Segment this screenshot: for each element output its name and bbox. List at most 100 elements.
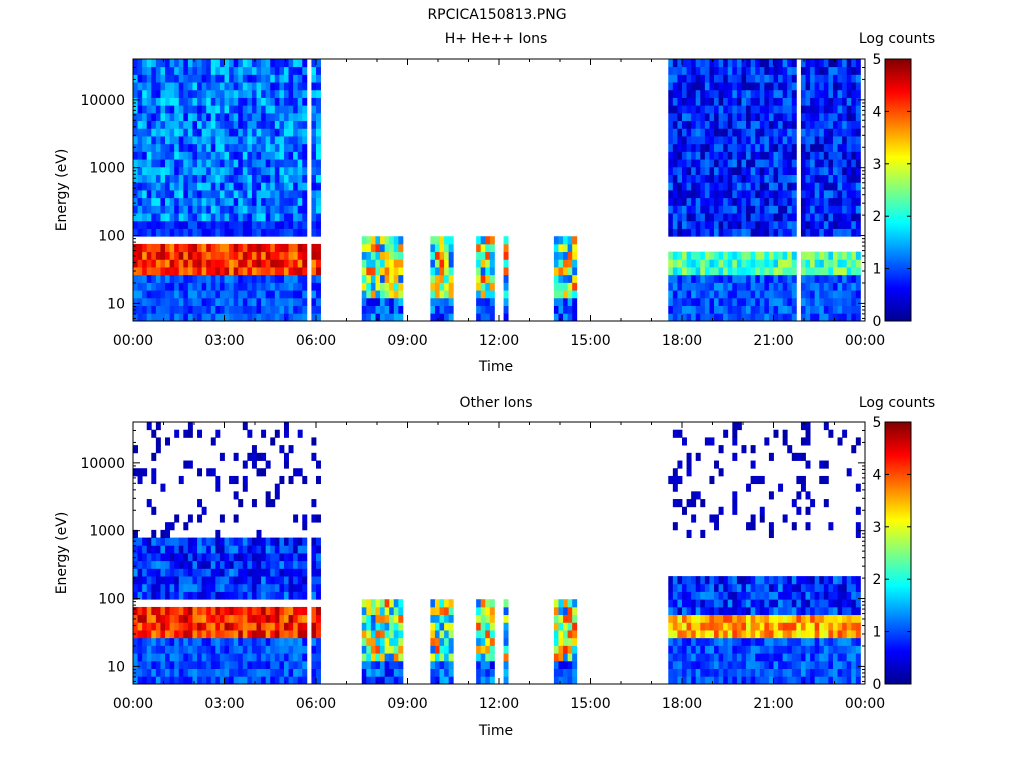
spectrogram-cell — [810, 599, 816, 608]
spectrogram-cell — [169, 190, 175, 199]
spectrogram-cell — [686, 105, 692, 114]
spectrogram-cell — [489, 622, 495, 631]
spectrogram-cell — [142, 105, 148, 114]
spectrogram-cell — [146, 89, 152, 98]
spectrogram-cell — [704, 606, 710, 616]
spectrogram-cell — [714, 313, 719, 322]
spectrogram-cell — [293, 568, 299, 577]
spectrogram-cell — [805, 606, 811, 616]
spectrogram-cell — [727, 182, 733, 191]
spectrogram-cell — [750, 89, 756, 98]
spectrogram-cell — [823, 313, 829, 322]
spectrogram-cell — [736, 259, 742, 268]
spectrogram-cell — [759, 313, 765, 322]
spectrogram-cell — [704, 228, 710, 237]
spectrogram-cell — [160, 128, 166, 137]
spectrogram-cell — [759, 514, 765, 523]
spectrogram-cell — [165, 166, 170, 175]
spectrogram-cell — [677, 213, 683, 222]
spectrogram-cell — [238, 151, 244, 160]
spectrogram-cell — [142, 205, 148, 214]
spectrogram-cell — [700, 97, 706, 106]
spectrogram-cell — [704, 182, 710, 191]
spectrogram-cell — [137, 74, 143, 83]
spectrogram-cell — [768, 228, 774, 237]
spectrogram-cell — [791, 576, 797, 585]
spectrogram-cell — [270, 499, 276, 508]
spectrogram-cell — [837, 668, 843, 677]
spectrogram-cell — [187, 205, 193, 214]
spectrogram-cell — [219, 82, 225, 91]
spectrogram-cell — [700, 112, 706, 122]
spectrogram-cell — [787, 143, 793, 152]
spectrogram-cell — [695, 290, 701, 299]
spectrogram-cell — [288, 475, 294, 485]
spectrogram-cell — [672, 614, 678, 623]
spectrogram-cell — [375, 637, 381, 646]
spectrogram-cell — [274, 190, 280, 199]
spectrogram-cell — [183, 174, 189, 183]
spectrogram-cell — [380, 645, 386, 654]
spectrogram-cell — [700, 259, 706, 268]
spectrogram-cell — [750, 251, 756, 260]
spectrogram-cell — [448, 259, 454, 268]
spectrogram-cell — [160, 174, 166, 183]
spectrogram-cell — [759, 228, 765, 237]
spectrogram-cell — [732, 452, 738, 461]
spectrogram-cell — [746, 74, 752, 83]
spectrogram-cell — [288, 637, 294, 646]
spectrogram-cell — [187, 668, 193, 677]
spectrogram-cell — [558, 274, 564, 283]
spectrogram-cell — [142, 282, 148, 291]
spectrogram-cell — [165, 267, 170, 276]
spectrogram-cell — [782, 120, 788, 129]
spectrogram-cell — [714, 599, 719, 608]
spectrogram-cell — [270, 243, 276, 253]
spectrogram-cell — [796, 660, 802, 669]
spectrogram-cell — [736, 274, 742, 283]
spectrogram-cell — [297, 159, 303, 168]
spectrogram-cell — [677, 305, 683, 314]
spectrogram-cell — [805, 576, 811, 585]
spectrogram-cell — [814, 305, 820, 314]
spectrogram-cell — [251, 591, 257, 600]
spectrogram-cell — [805, 197, 811, 206]
spectrogram-cell — [133, 653, 138, 662]
spectrogram-cell — [709, 282, 715, 291]
spectrogram-cell — [316, 112, 321, 122]
spectrogram-cell — [155, 105, 161, 114]
spectrogram-cell — [192, 614, 198, 623]
spectrogram-cell — [279, 197, 285, 206]
spectrogram-cell — [316, 220, 321, 229]
spectrogram-cell — [265, 82, 271, 91]
spectrogram-cell — [233, 274, 239, 283]
spectrogram-cell — [791, 112, 797, 122]
spectrogram-cell — [311, 220, 317, 229]
spectrogram-cell — [361, 668, 367, 677]
spectrogram-cell — [832, 205, 838, 214]
spectrogram-cell — [668, 606, 674, 616]
spectrogram-cell — [476, 282, 482, 291]
spectrogram-cell — [375, 622, 381, 631]
spectrogram-cell — [810, 197, 816, 206]
spectrogram-cell — [695, 491, 701, 500]
spectrogram-cell — [274, 305, 280, 314]
spectrogram-cell — [732, 313, 738, 322]
spectrogram-cell — [389, 259, 395, 268]
spectrogram-cell — [270, 267, 276, 276]
spectrogram-cell — [723, 305, 729, 314]
spectrogram-cell — [142, 305, 148, 314]
spectrogram-cell — [782, 89, 788, 98]
spectrogram-cell — [256, 174, 262, 183]
spectrogram-cell — [768, 274, 774, 283]
spectrogram-cell — [229, 105, 235, 114]
spectrogram-cell — [160, 560, 166, 569]
spectrogram-cell — [229, 66, 235, 75]
spectrogram-cell — [366, 251, 372, 260]
spectrogram-cell — [201, 66, 207, 75]
spectrogram-cell — [178, 645, 184, 654]
spectrogram-cell — [169, 205, 175, 214]
spectrogram-cell — [805, 305, 811, 314]
spectrogram-cell — [146, 120, 152, 129]
spectrogram-cell — [819, 213, 825, 222]
